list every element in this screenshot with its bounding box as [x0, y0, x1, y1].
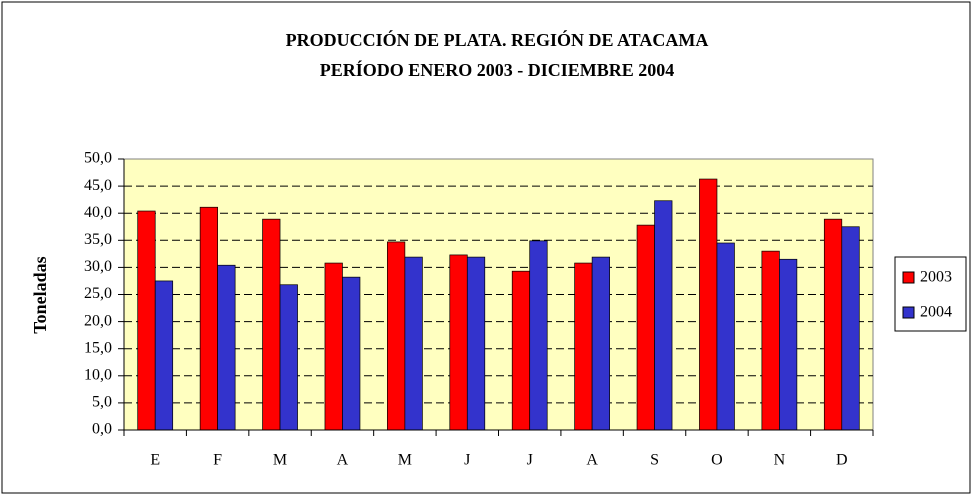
- bar: [591, 256, 610, 431]
- legend-swatch: [902, 306, 915, 319]
- x-tick-label: F: [213, 452, 222, 469]
- x-tick-label: J: [527, 452, 533, 469]
- bar: [699, 178, 718, 431]
- bar: [324, 262, 343, 431]
- bar: [199, 206, 218, 431]
- legend-swatch: [902, 271, 915, 284]
- y-tick-label: 35,0: [84, 231, 112, 248]
- bar: [841, 226, 860, 431]
- x-tick-label: D: [836, 452, 848, 469]
- legend-label: 2004: [920, 304, 952, 321]
- y-tick-label: 40,0: [84, 204, 112, 221]
- y-tick-label: 30,0: [84, 258, 112, 275]
- bar: [529, 240, 548, 431]
- bar: [779, 258, 798, 431]
- bar: [466, 256, 486, 431]
- x-tick-label: M: [398, 452, 412, 469]
- bar: [137, 210, 156, 431]
- bar: [654, 200, 673, 431]
- x-tick-label: O: [711, 452, 723, 469]
- bar: [262, 218, 281, 431]
- legend-label: 2003: [920, 269, 952, 286]
- bar: [636, 224, 655, 431]
- y-tick-label: 5,0: [92, 394, 112, 411]
- x-tick-label: A: [586, 452, 598, 469]
- legend: [894, 256, 967, 332]
- y-tick-label: 10,0: [84, 366, 112, 383]
- y-axis-label: Toneladas: [30, 256, 50, 333]
- x-tick-label: S: [650, 452, 659, 469]
- x-tick-label: A: [337, 452, 349, 469]
- y-tick-label: 25,0: [84, 285, 112, 302]
- bar: [761, 250, 780, 431]
- bar: [716, 242, 735, 431]
- y-tick-label: 45,0: [84, 177, 112, 194]
- y-tick-label: 0,0: [92, 421, 112, 438]
- x-tick-label: N: [774, 452, 786, 469]
- x-tick-label: J: [464, 452, 470, 469]
- x-tick-label: E: [150, 452, 160, 469]
- chart-subtitle: PERÍODO ENERO 2003 - DICIEMBRE 2004: [320, 59, 675, 80]
- bar: [154, 280, 174, 431]
- bar: [279, 284, 298, 431]
- x-tick-label: M: [273, 452, 287, 469]
- bar: [404, 256, 423, 431]
- bar: [217, 264, 236, 431]
- bar: [387, 241, 406, 431]
- y-tick-label: 20,0: [84, 312, 112, 329]
- bar: [342, 276, 361, 431]
- bar: [449, 254, 468, 431]
- bar: [511, 270, 531, 431]
- bar: [574, 262, 593, 431]
- bar: [823, 218, 843, 431]
- chart-title: PRODUCCIÓN DE PLATA. REGIÓN DE ATACAMA: [286, 29, 709, 50]
- y-tick-label: 15,0: [84, 339, 112, 356]
- y-tick-label: 50,0: [84, 150, 112, 167]
